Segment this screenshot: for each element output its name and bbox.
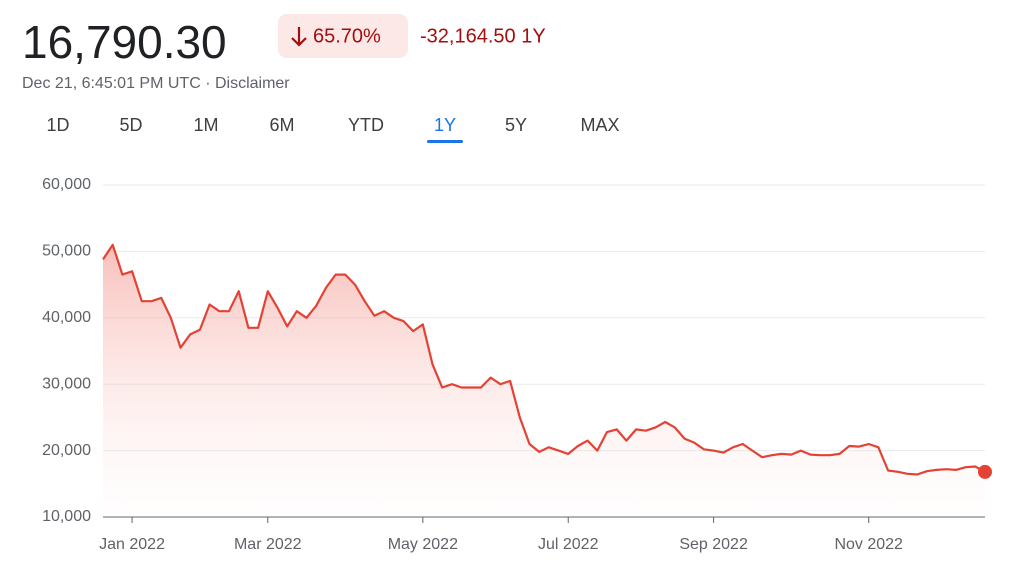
price-line [102, 243, 986, 476]
tab-underline [427, 140, 463, 143]
range-tab[interactable]: 1D [46, 115, 69, 135]
change-value: -32,164.50 1Y [420, 25, 546, 47]
range-tab[interactable]: 6M [269, 115, 294, 135]
down-arrow [291, 27, 307, 47]
range-tab[interactable]: 1M [193, 115, 218, 135]
change-percent: 65.70% [313, 25, 381, 47]
x-tick-label: Jan 2022 [99, 536, 165, 553]
range-tab[interactable]: YTD [348, 115, 384, 135]
area-fill [103, 244, 985, 518]
y-tick-label: 20,000 [42, 442, 91, 459]
last-point [978, 464, 992, 479]
x-tick-label: Nov 2022 [834, 536, 903, 553]
price: 16,790.30 [22, 16, 227, 68]
x-tick-label: Jul 2022 [538, 536, 599, 553]
plot: 10,000 20,000 30,000 40,000 50,000 60,000 Jan … [42, 176, 992, 553]
y-tick-label: 50,000 [42, 243, 91, 260]
y-tick-label: 10,000 [42, 508, 91, 525]
range-tab[interactable]: 5Y [505, 115, 527, 135]
x-tick-label: Sep 2022 [679, 536, 748, 553]
y-tick-label: 30,000 [42, 375, 91, 392]
range-tab[interactable]: 1Y [434, 115, 456, 135]
range-tabs: 1D 5D 1M 6M YTD 1Y 5Y MAX [46, 115, 620, 143]
y-tick-label: 40,000 [42, 309, 91, 326]
timestamp: Dec 21, 6:45:01 PM UTC · Disclaimer [22, 75, 290, 92]
range-tab[interactable]: MAX [580, 115, 619, 135]
change-badge [278, 14, 408, 58]
x-tick-label: May 2022 [388, 536, 458, 553]
x-tick-label: Mar 2022 [234, 536, 302, 553]
y-tick-label: 60,000 [42, 176, 91, 193]
range-tab[interactable]: 5D [119, 115, 142, 135]
